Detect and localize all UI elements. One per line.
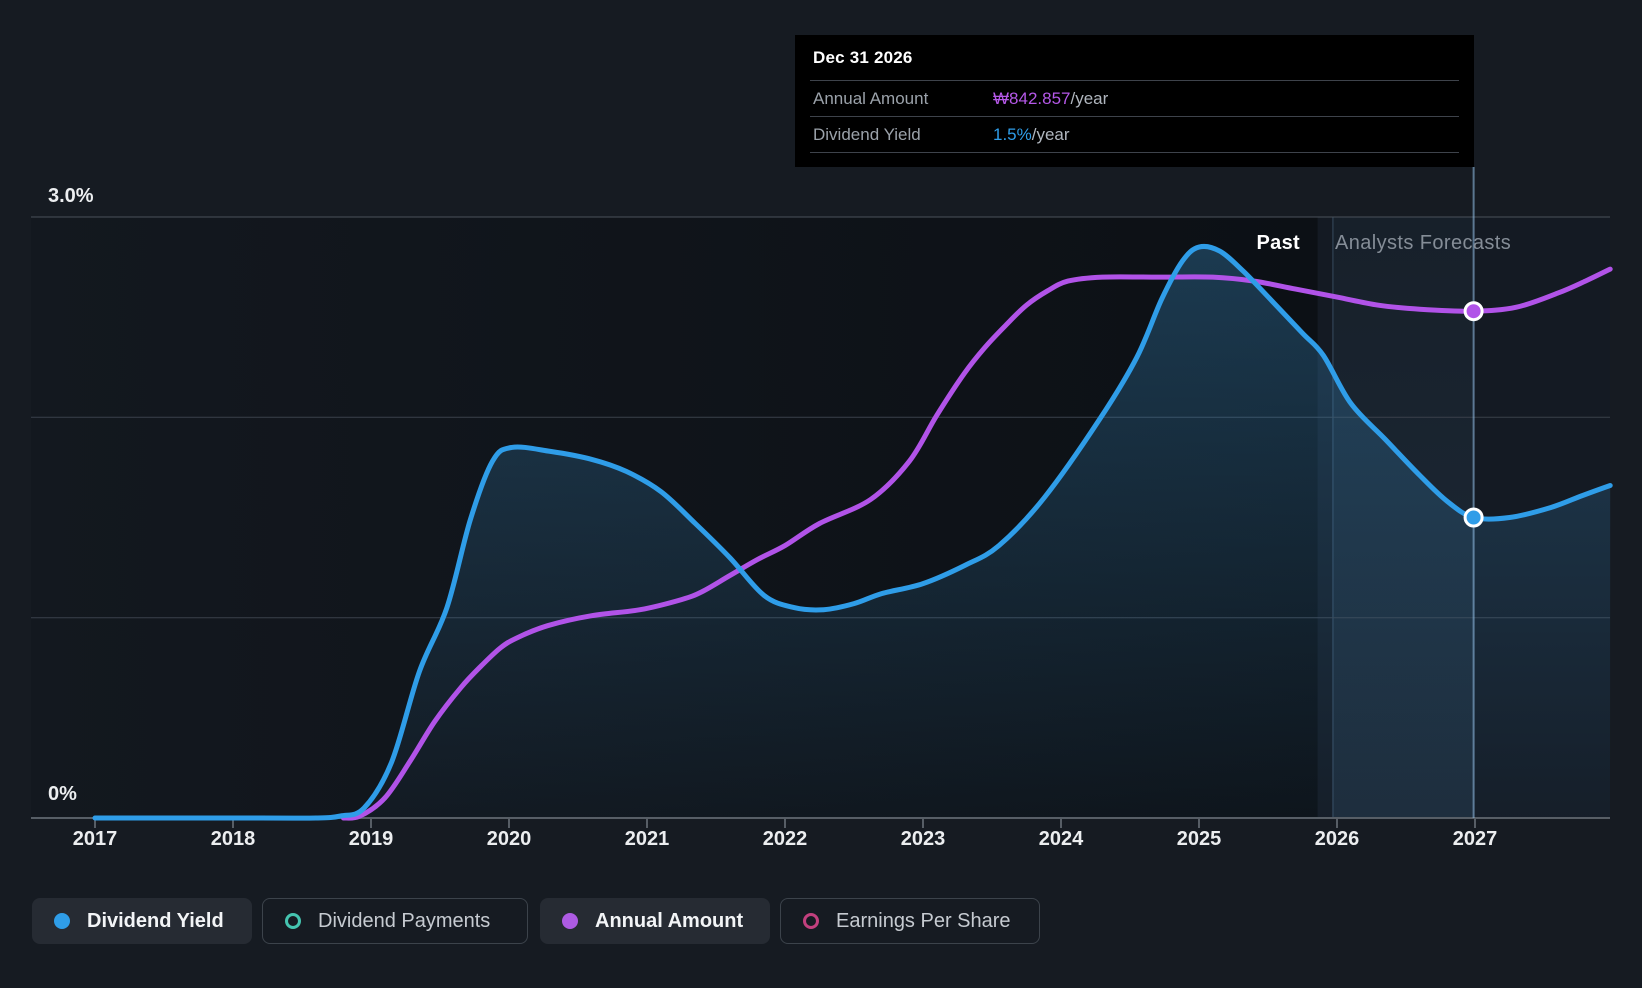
tooltip-row-value: 1.5% <box>993 124 1032 144</box>
filled-dot-icon <box>562 913 578 929</box>
annual-amount-marker-dot <box>1463 301 1484 322</box>
ring-icon <box>803 913 819 929</box>
y-axis-label-top: 3.0% <box>48 185 94 207</box>
tooltip-row-annual-amount: Annual Amount ₩842.857/year <box>810 81 1459 117</box>
legend-item-label: Earnings Per Share <box>836 909 1011 932</box>
ring-icon <box>285 913 301 929</box>
legend-item-label: Dividend Yield <box>87 909 224 932</box>
x-tick-label-2020: 2020 <box>487 828 532 850</box>
tooltip-row-label: Annual Amount <box>813 88 929 108</box>
legend-item-label: Annual Amount <box>595 909 744 932</box>
x-tick-label-2026: 2026 <box>1315 828 1360 850</box>
past-label: Past <box>1257 232 1300 254</box>
legend-item-dividend-payments[interactable]: Dividend Payments <box>262 898 528 944</box>
chart-tooltip: Dec 31 2026 Annual Amount ₩842.857/year Di… <box>795 35 1474 167</box>
tooltip-row-dividend-yield: Dividend Yield 1.5%/year <box>810 117 1459 153</box>
x-tick-label-2024: 2024 <box>1039 828 1084 850</box>
dividend-yield-marker-dot <box>1463 507 1484 528</box>
x-tick-label-2025: 2025 <box>1177 828 1222 850</box>
x-tick-label-2018: 2018 <box>211 828 256 850</box>
legend-item-annual-amount[interactable]: Annual Amount <box>540 898 770 944</box>
y-axis-label-bottom: 0% <box>48 783 77 805</box>
x-tick-label-2023: 2023 <box>901 828 946 850</box>
tooltip-row-label: Dividend Yield <box>813 124 921 144</box>
legend-item-dividend-yield[interactable]: Dividend Yield <box>32 898 252 944</box>
x-tick-label-2021: 2021 <box>625 828 670 850</box>
tooltip-date: Dec 31 2026 <box>810 35 1459 81</box>
x-tick-label-2017: 2017 <box>73 828 118 850</box>
x-tick-label-2027: 2027 <box>1453 828 1498 850</box>
x-tick-label-2022: 2022 <box>763 828 808 850</box>
dividend-yield-line <box>92 243 1613 821</box>
legend-item-label: Dividend Payments <box>318 909 491 932</box>
analysts-forecasts-label: Analysts Forecasts <box>1335 232 1511 254</box>
filled-dot-icon <box>54 913 70 929</box>
tooltip-row-unit: /year <box>1031 124 1070 144</box>
x-tick-label-2019: 2019 <box>349 828 394 850</box>
tooltip-row-value: ₩842.857 <box>993 88 1071 108</box>
annual-amount-line <box>340 266 1613 821</box>
tooltip-row-unit: /year <box>1070 88 1109 108</box>
legend-item-earnings-per-share[interactable]: Earnings Per Share <box>780 898 1040 944</box>
